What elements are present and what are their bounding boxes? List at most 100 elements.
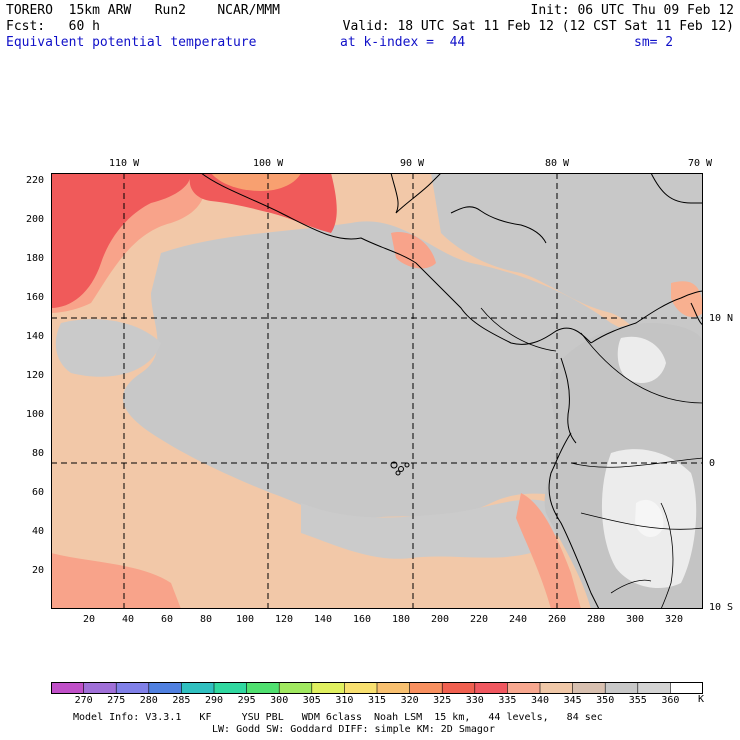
x-label: 220 xyxy=(469,614,489,625)
colorbar-label: 335 xyxy=(498,695,517,706)
colorbar-cell xyxy=(572,682,606,694)
map-frame xyxy=(51,173,703,609)
colorbar-label: 290 xyxy=(204,695,224,706)
colorbar-cell xyxy=(441,682,476,694)
colorbar-label: 275 xyxy=(107,695,126,706)
colorbar-label: 310 xyxy=(335,695,354,706)
lat-lon-grid xyxy=(51,173,703,609)
lon-tick-110w: 110 W xyxy=(109,158,140,169)
x-label: 40 xyxy=(121,614,135,625)
colorbar-cell xyxy=(539,682,574,694)
init-time: Init: 06 UTC Thu 09 Feb 12 xyxy=(530,3,735,18)
colorbar-cell xyxy=(246,682,281,694)
y-label: 200 xyxy=(25,214,44,225)
colorbar-unit: K xyxy=(698,694,705,705)
colorbar-label: 330 xyxy=(465,695,484,706)
x-label: 20 xyxy=(82,614,96,625)
salmon-region-east xyxy=(671,281,703,318)
colorbar-cell xyxy=(344,682,378,694)
y-label: 60 xyxy=(31,487,44,498)
colorbar xyxy=(51,682,703,694)
white-region-north-sa xyxy=(617,336,666,383)
lon-tick-100w: 100 W xyxy=(253,158,284,169)
y-label: 40 xyxy=(31,526,44,537)
salmon-region-sw xyxy=(51,553,181,609)
y-label: 160 xyxy=(25,292,44,303)
model-run-title: TORERO 15km ARW Run2 NCAR/MMM xyxy=(6,3,280,18)
lat-tick-10n: 10 N xyxy=(709,313,734,324)
gray-region-south xyxy=(301,499,562,559)
field-name: Equivalent potential temperature xyxy=(6,35,257,50)
colorbar-cell xyxy=(604,682,639,694)
colorbar-cell xyxy=(507,682,541,694)
colorbar-label: 320 xyxy=(400,695,419,706)
colorbar-label: 280 xyxy=(139,695,158,706)
x-label: 320 xyxy=(664,614,684,625)
valid-time: Valid: 18 UTC Sat 11 Feb 12 (12 CST Sat … xyxy=(342,19,734,34)
colorbar-label: 285 xyxy=(172,695,191,706)
x-label: 280 xyxy=(586,614,606,625)
x-label: 200 xyxy=(430,614,450,625)
salmon-region-central-america xyxy=(391,232,436,269)
level-index: at k-index = 44 xyxy=(340,35,466,50)
country-borders xyxy=(480,307,703,609)
orange-region-mexico xyxy=(211,173,301,191)
lat-tick-eq: 0 xyxy=(709,458,716,469)
x-label: 160 xyxy=(352,614,372,625)
colorbar-cell xyxy=(181,682,215,694)
colorbar-label: 305 xyxy=(302,695,321,706)
colorbar-label: 270 xyxy=(74,695,93,706)
model-info: Model Info: V3.3.1 KF YSU PBL WDM 6class… xyxy=(73,712,603,723)
x-label: 260 xyxy=(547,614,567,625)
lon-tick-90w: 90 W xyxy=(400,158,425,169)
colorbar-label: 295 xyxy=(237,695,256,706)
colorbar-cell xyxy=(474,682,509,694)
colorbar-label: 340 xyxy=(530,695,550,706)
lat-tick-10s: 10 S xyxy=(709,602,734,613)
x-label: 300 xyxy=(625,614,645,625)
y-label: 180 xyxy=(25,253,44,264)
gray-band-west xyxy=(55,319,161,377)
colorbar-frame xyxy=(51,682,703,694)
forecast-hour: Fcst: 60 h xyxy=(6,19,100,34)
x-label: 240 xyxy=(508,614,528,625)
colorbar-cell xyxy=(51,682,85,694)
y-label: 120 xyxy=(25,370,44,381)
colorbar-cell xyxy=(83,682,117,694)
lon-tick-80w: 80 W xyxy=(545,158,570,169)
colorbar-cell xyxy=(115,682,150,694)
lon-tick-70w: 70 W xyxy=(688,158,713,169)
x-label: 120 xyxy=(274,614,294,625)
colorbar-cell xyxy=(311,682,346,694)
x-label: 100 xyxy=(235,614,255,625)
colorbar-cell xyxy=(148,682,183,694)
x-label: 140 xyxy=(313,614,333,625)
x-label: 180 xyxy=(391,614,411,625)
colorbar-cell xyxy=(409,682,444,694)
y-label: 80 xyxy=(31,448,44,459)
physics-info: LW: Godd SW: Goddard DIFF: simple KM: 2D… xyxy=(212,724,495,735)
colorbar-cell xyxy=(637,682,672,694)
colorbar-cell xyxy=(670,682,703,694)
colorbar-cell xyxy=(213,682,248,694)
smoothing: sm= 2 xyxy=(634,35,674,50)
y-label: 100 xyxy=(25,409,44,420)
theta-e-map xyxy=(51,173,703,609)
y-label: 140 xyxy=(25,331,44,342)
y-label: 220 xyxy=(25,175,44,186)
colorbar-cell xyxy=(278,682,313,694)
colorbar-label: 325 xyxy=(433,695,452,706)
coastlines xyxy=(200,173,703,609)
colorbar-label: 345 xyxy=(563,695,582,706)
colorbar-label: 315 xyxy=(367,695,387,706)
y-label: 20 xyxy=(31,565,44,576)
colorbar-label: 300 xyxy=(270,695,289,706)
x-label: 80 xyxy=(199,614,213,625)
salmon-region-peru-coast xyxy=(516,493,581,609)
gray-region-northeast xyxy=(431,173,703,383)
colorbar-label: 350 xyxy=(596,695,615,706)
x-label: 60 xyxy=(160,614,174,625)
colorbar-label: 360 xyxy=(661,695,680,706)
colorbar-cell xyxy=(376,682,411,694)
red-region-northwest xyxy=(51,173,191,308)
